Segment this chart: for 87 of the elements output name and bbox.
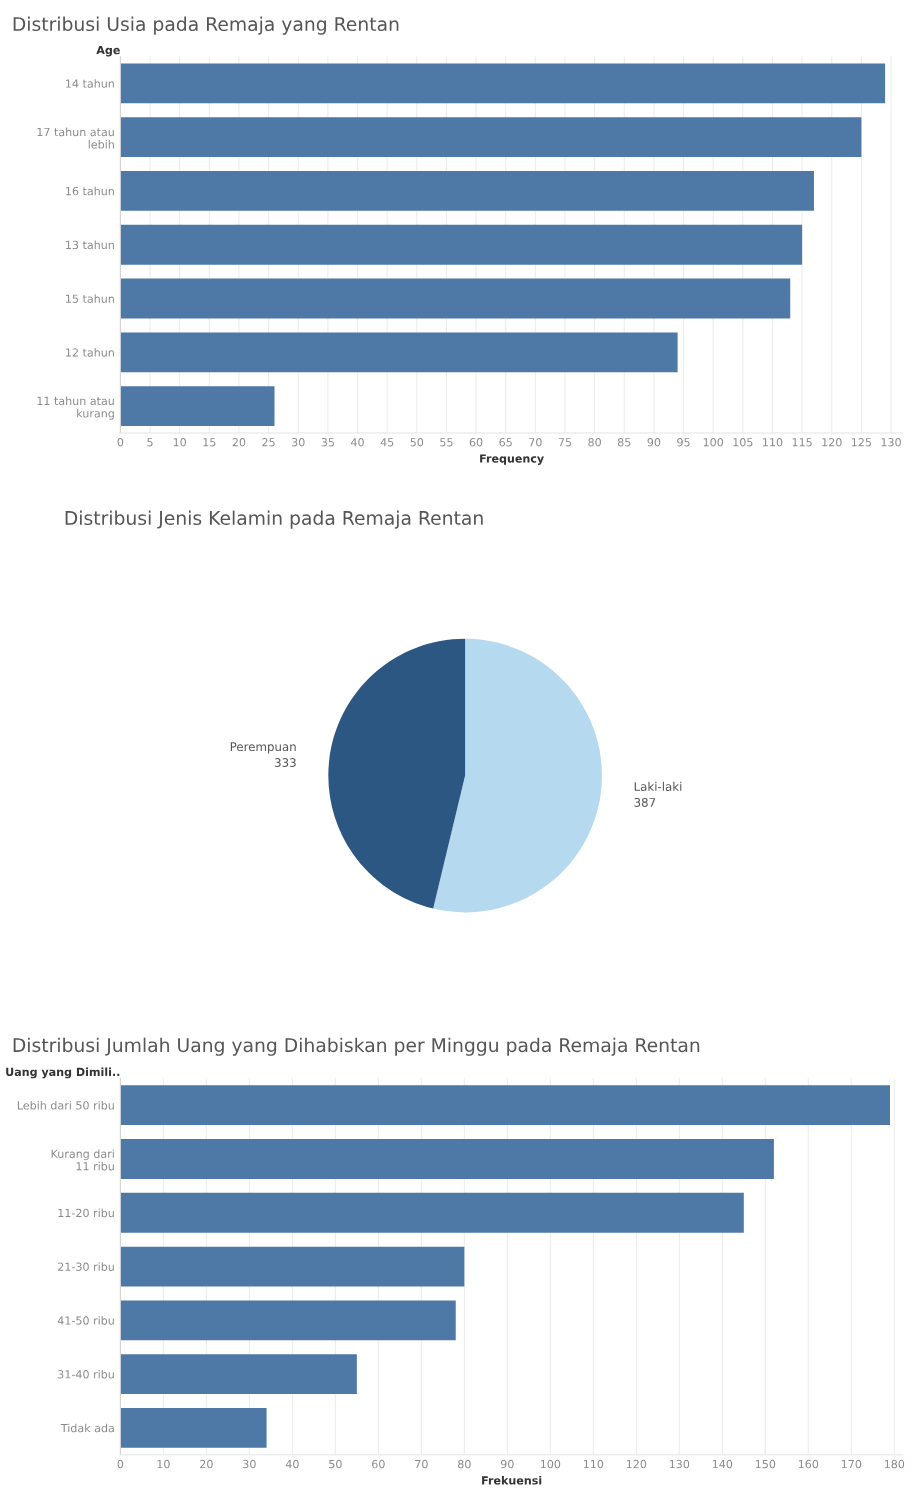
x-tick-label: 30 — [292, 438, 305, 447]
x-tick-label: 35 — [321, 438, 334, 447]
x-tick-label: 150 — [755, 1459, 776, 1469]
pie-slice — [433, 638, 602, 913]
y-tick-label: Tidak ada — [60, 1423, 114, 1433]
bar — [120, 1300, 456, 1341]
data-label: 333 — [275, 758, 296, 768]
x-tick-label: 60 — [372, 1459, 385, 1469]
bar — [120, 1139, 774, 1179]
x-tick-label: 20 — [232, 438, 246, 447]
x-tick-label: 50 — [329, 1459, 342, 1469]
x-tick-label: 100 — [703, 438, 724, 447]
x-tick-label: 10 — [173, 438, 186, 447]
bar — [120, 63, 886, 104]
y-tick-label: 13 tahun — [66, 240, 114, 250]
x-axis-title: Frekuensi — [482, 1475, 542, 1485]
pie-slice — [328, 638, 466, 909]
bar — [120, 117, 862, 158]
y-tick-label: 21-30 ribu — [58, 1262, 114, 1271]
x-tick-label: 110 — [763, 438, 783, 447]
x-tick-label: 75 — [558, 438, 572, 447]
y-tick-label: 11 tahun atau kurang — [37, 396, 114, 420]
x-tick-label: 70 — [415, 1459, 428, 1469]
chart-title: Distribusi Usia pada Remaja yang Rentan — [13, 16, 399, 35]
x-tick-label: 70 — [529, 438, 542, 447]
x-tick-label: 60 — [469, 438, 483, 447]
bar — [120, 1354, 357, 1395]
x-tick-label: 15 — [203, 438, 216, 447]
x-tick-label: 85 — [617, 438, 631, 447]
chart-title: Distribusi Jumlah Uang yang Dihabiskan per Minggu pada Remaja Rentan — [13, 1037, 700, 1056]
x-tick-label: 90 — [647, 438, 661, 447]
data-label: 387 — [634, 797, 656, 807]
x-tick-label: 20 — [200, 1459, 213, 1469]
y-tick-label: 14 tahun — [66, 79, 114, 88]
bar — [120, 224, 803, 265]
x-tick-label: 40 — [350, 438, 364, 447]
x-tick-label: 65 — [499, 438, 512, 447]
x-tick-label: 25 — [262, 438, 275, 447]
x-tick-label: 115 — [792, 438, 812, 447]
y-tick-label: 11-20 ribu — [58, 1208, 114, 1218]
x-tick-label: 0 — [117, 438, 124, 447]
y-tick-label: 15 tahun — [66, 294, 114, 303]
x-tick-label: 160 — [798, 1459, 819, 1469]
y-tick-label: 41-50 ribu — [57, 1316, 114, 1325]
slice-label: Perempuan — [230, 742, 296, 754]
x-tick-label: 0 — [117, 1459, 124, 1469]
bar — [120, 278, 791, 319]
bar — [120, 1408, 267, 1448]
x-tick-label: 30 — [243, 1459, 256, 1469]
x-tick-label: 5 — [147, 438, 153, 447]
y-tick-label: Lebih dari 50 ribu — [17, 1100, 114, 1110]
y-tick-label: 31-40 ribu — [58, 1369, 114, 1379]
bar — [120, 332, 678, 373]
bar — [120, 1192, 744, 1233]
x-axis-title: Frequency — [480, 454, 544, 465]
y-tick-label: Kurang dari 11 ribu — [51, 1149, 114, 1171]
x-tick-label: 105 — [733, 438, 753, 447]
x-tick-label: 180 — [884, 1459, 905, 1469]
x-tick-label: 50 — [410, 438, 424, 447]
bar — [120, 1246, 465, 1287]
bar — [120, 1085, 890, 1126]
x-tick-label: 125 — [852, 438, 872, 447]
x-tick-label: 110 — [583, 1459, 604, 1469]
x-tick-label: 95 — [677, 438, 690, 447]
x-tick-label: 40 — [285, 1459, 299, 1469]
x-tick-label: 120 — [626, 1459, 647, 1469]
y-tick-label: 17 tahun atau lebih — [37, 127, 114, 149]
x-tick-label: 45 — [380, 438, 394, 447]
y-tick-label: 16 tahun — [66, 186, 114, 196]
x-tick-label: 120 — [822, 438, 842, 447]
chart-title: Distribusi Jenis Kelamin pada Remaja Rentan — [65, 510, 483, 529]
x-tick-label: 10 — [157, 1459, 170, 1469]
y-axis-title: Uang yang Dimili.. — [6, 1067, 120, 1079]
x-tick-label: 130 — [669, 1459, 690, 1469]
bar — [120, 171, 814, 211]
y-axis-title: Age — [96, 45, 120, 57]
slice-label: Laki-laki — [634, 781, 682, 791]
bar — [120, 386, 275, 426]
x-tick-label: 90 — [500, 1459, 514, 1469]
x-tick-label: 130 — [881, 438, 901, 447]
x-tick-label: 55 — [440, 438, 453, 447]
x-tick-label: 80 — [458, 1459, 471, 1469]
x-tick-label: 80 — [588, 438, 601, 447]
x-tick-label: 170 — [841, 1459, 862, 1469]
y-tick-label: 12 tahun — [66, 348, 114, 357]
x-tick-label: 100 — [540, 1459, 561, 1469]
x-tick-label: 140 — [712, 1459, 733, 1469]
